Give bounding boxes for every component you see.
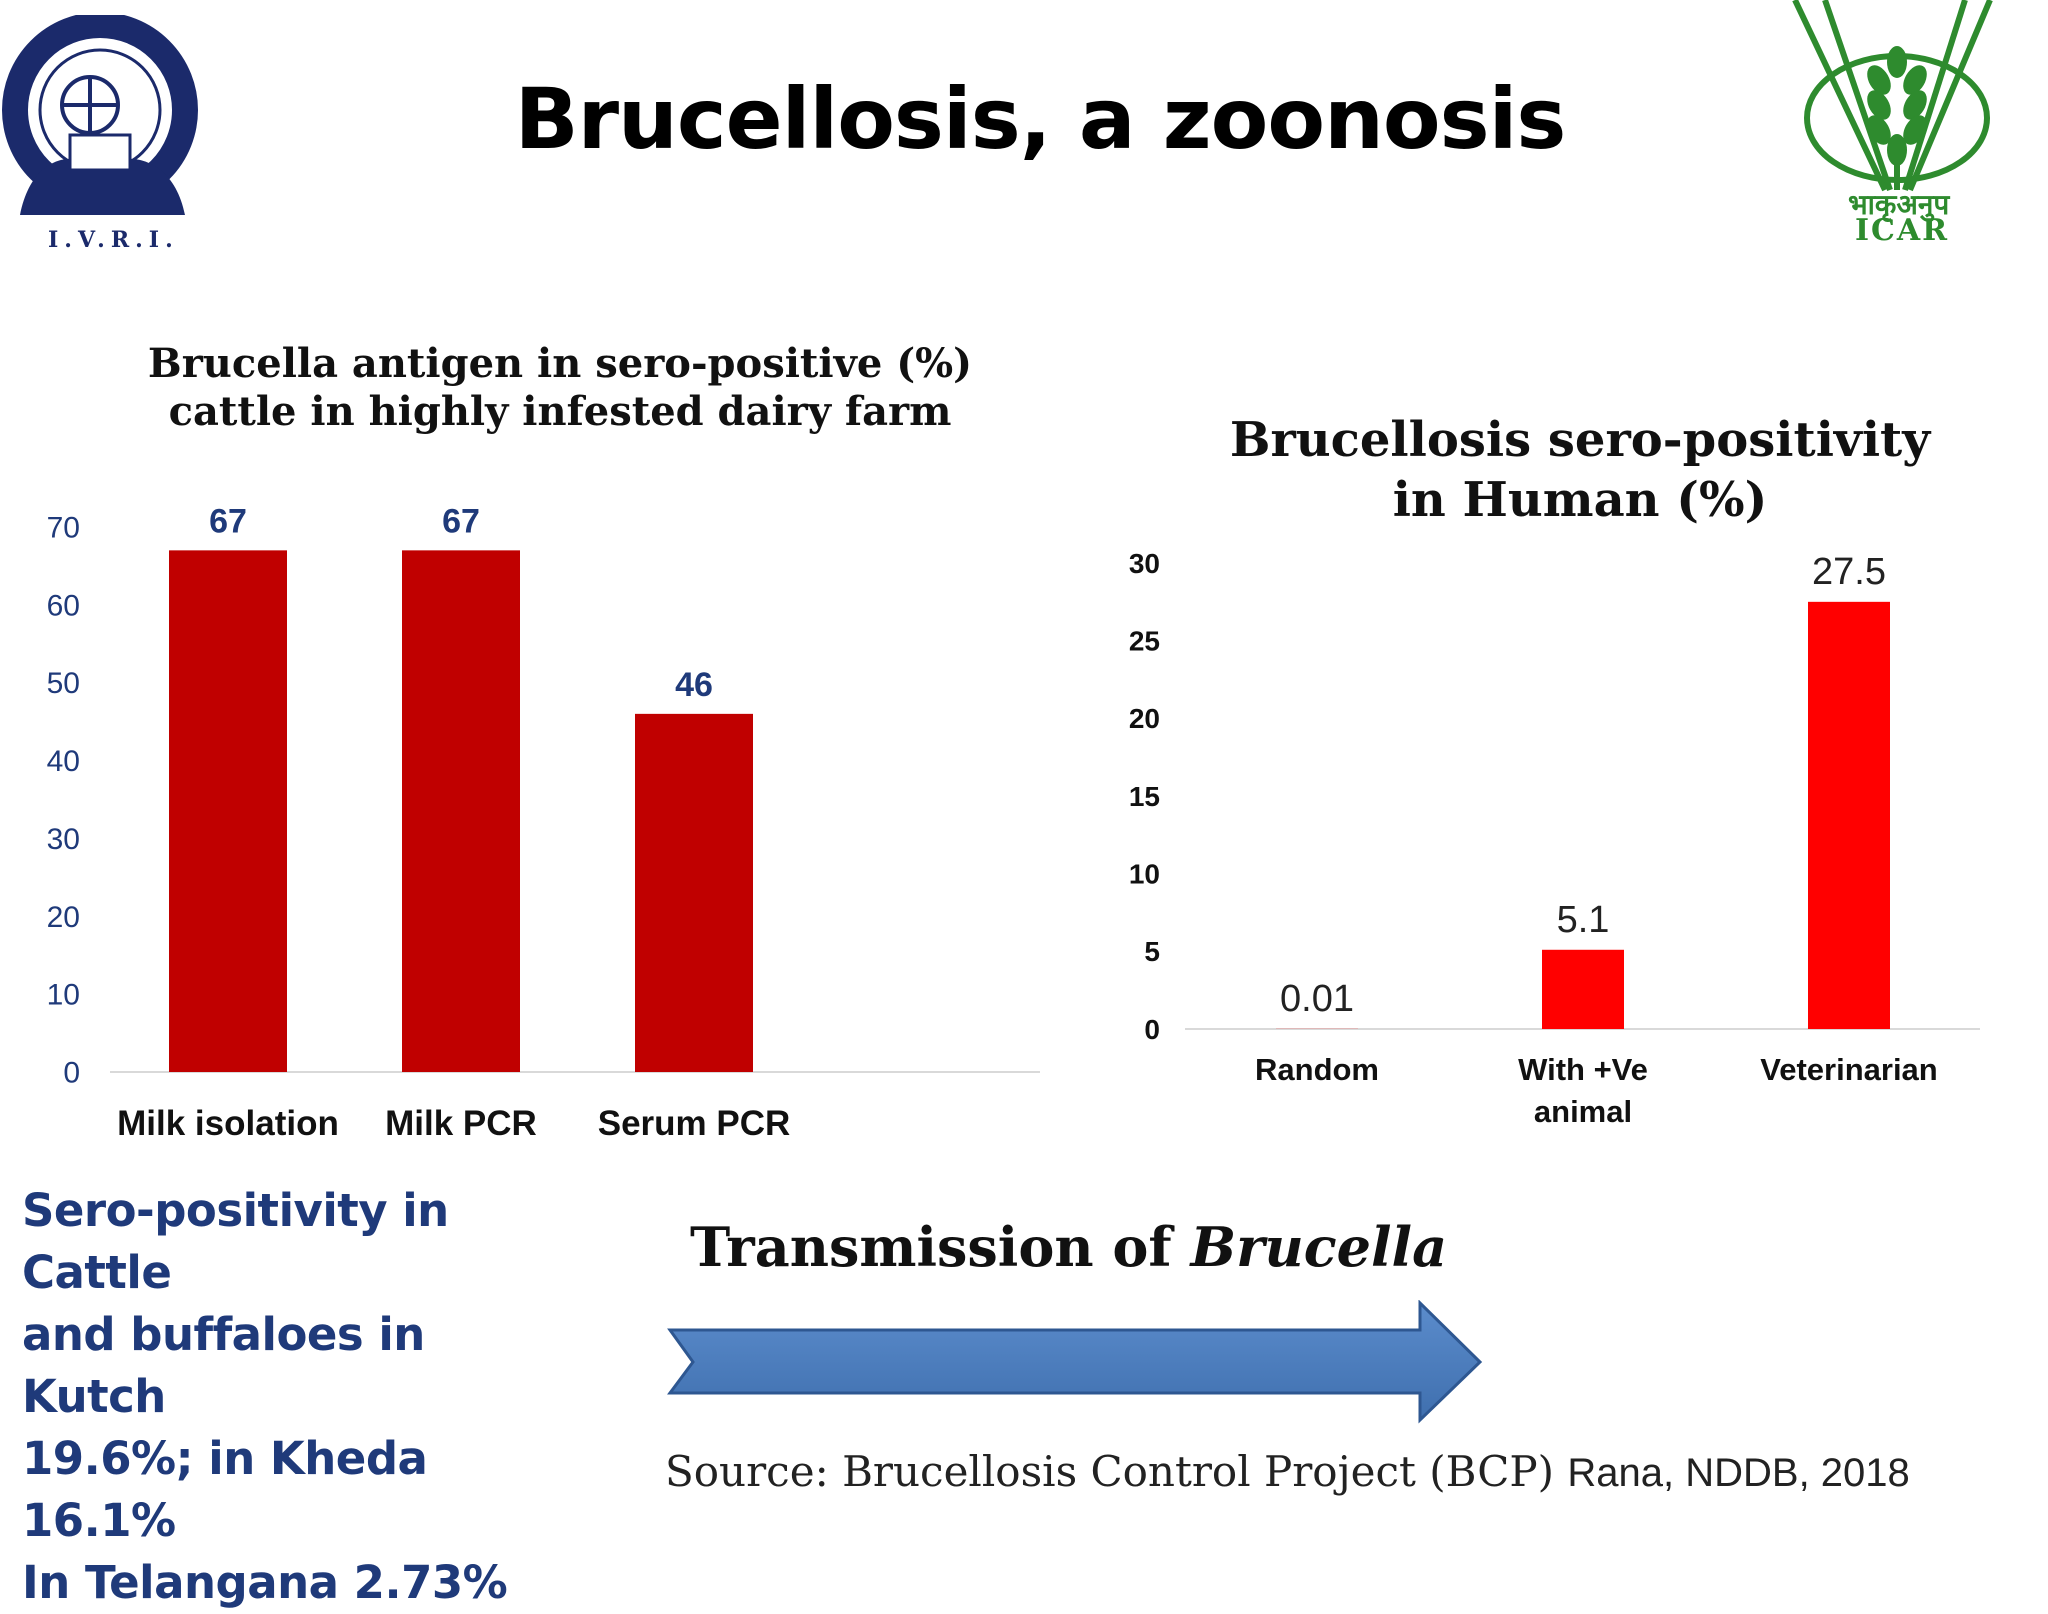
chart2-category-label: Veterinarian	[1760, 1052, 1937, 1087]
stats-line-3: 19.6%; in Kheda 16.1%	[22, 1428, 562, 1552]
chart1-y-tick: 60	[47, 589, 80, 622]
chart1-y-tick: 0	[63, 1057, 80, 1090]
chart1-title-line-2: cattle in highly infested dairy farm	[120, 388, 1000, 436]
chart1-bar	[169, 550, 287, 1072]
chart1-y-tick: 70	[47, 512, 80, 545]
source-citation: Source: Brucellosis Control Project (BCP…	[665, 1447, 1910, 1496]
chart1-title: Brucella antigen in sero-positive (%) ca…	[120, 340, 1000, 436]
chart2-y-tick: 5	[1144, 936, 1160, 967]
chart2-y-tick: 15	[1129, 781, 1160, 812]
chart2-data-label: 27.5	[1812, 551, 1886, 593]
stats-line-2: and buffaloes in Kutch	[22, 1304, 562, 1428]
chart2-data-label: 0.01	[1280, 978, 1354, 1020]
transmission-organism: Brucella	[1190, 1215, 1447, 1279]
chart2-bar	[1808, 602, 1890, 1029]
chart2-y-tick: 25	[1129, 625, 1160, 656]
stats-line-1: Sero-positivity in Cattle	[22, 1180, 562, 1304]
chart1-y-tick: 20	[47, 901, 80, 934]
chart2-category-label: Random	[1255, 1052, 1379, 1087]
chart1-bar	[402, 550, 520, 1072]
chart1-y-tick: 50	[47, 667, 80, 700]
icar-logo-text: ICAR	[1855, 213, 1949, 248]
transmission-prefix: Transmission of	[690, 1215, 1190, 1279]
chart2-data-label: 5.1	[1557, 899, 1610, 941]
chart2-bar	[1542, 950, 1624, 1029]
chart1-category-label: Milk isolation	[117, 1104, 339, 1143]
chart2-svg: 0 5 10 15 20 25 30 0.01 Random 5.1 With +Ve animal 2…	[1080, 520, 2040, 1160]
chart1-y-tick: 10	[47, 979, 80, 1012]
transmission-title: Transmission of Brucella	[690, 1215, 1447, 1279]
chart1-bar	[635, 714, 753, 1072]
chart1-svg: 0 10 20 30 40 50 60 70 67 Milk isolation 67 Milk PC…	[0, 480, 1080, 1160]
chart1-data-label: 46	[675, 666, 713, 704]
chart1-category-label: Serum PCR	[598, 1104, 791, 1143]
chart1-title-line-1: Brucella antigen in sero-positive (%)	[120, 340, 1000, 388]
chart1-y-tick: 40	[47, 745, 80, 778]
chart2-title-line-1: Brucellosis sero-positivity	[1160, 410, 2000, 470]
chart2-y-tick: 0	[1144, 1014, 1160, 1045]
chart2-category-label: animal	[1534, 1094, 1632, 1129]
chart2-title: Brucellosis sero-positivity in Human (%)	[1160, 410, 2000, 530]
transmission-arrow-icon	[665, 1300, 1495, 1425]
chart2-y-tick: 10	[1129, 858, 1160, 889]
stats-line-4: In Telangana 2.73%	[22, 1552, 562, 1614]
stats-text-box: Sero-positivity in Cattle and buffaloes …	[22, 1180, 562, 1614]
chart1-data-label: 67	[209, 502, 247, 540]
chart2-category-label: With +Ve	[1518, 1052, 1648, 1087]
chart1-y-tick: 30	[47, 823, 80, 856]
ivri-logo-text: I.V.R.I.	[48, 227, 179, 253]
chart2-y-tick: 30	[1129, 548, 1160, 579]
slide-title: Brucellosis, a zoonosis	[0, 70, 2048, 168]
source-text: Source: Brucellosis Control Project (BCP…	[665, 1447, 1567, 1496]
chart2-y-tick: 20	[1129, 703, 1160, 734]
source-author: Rana, NDDB, 2018	[1567, 1451, 1909, 1495]
chart1-category-label: Milk PCR	[385, 1104, 537, 1143]
chart1-data-label: 67	[442, 502, 480, 540]
